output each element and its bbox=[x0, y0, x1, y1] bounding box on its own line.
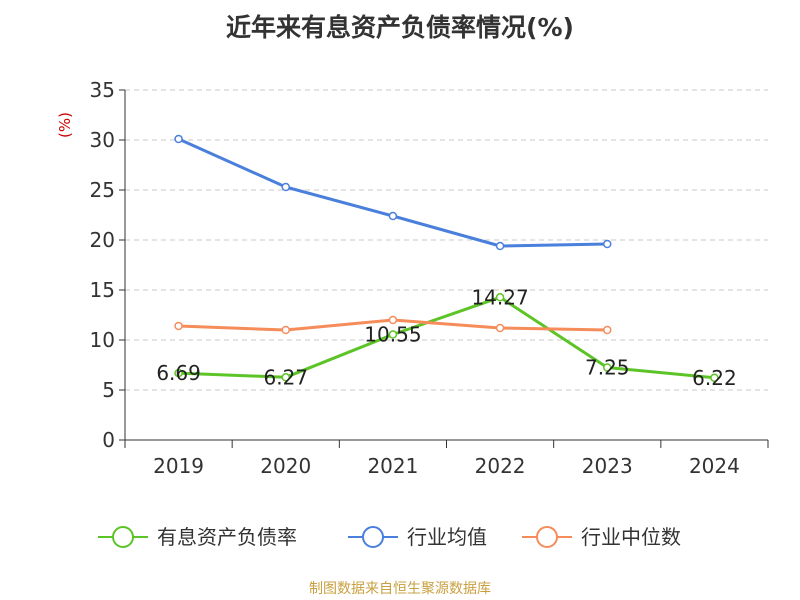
y-tick-label: 0 bbox=[102, 428, 115, 452]
data-point bbox=[281, 325, 290, 335]
data-point bbox=[710, 373, 719, 383]
y-tick-labels: 0 5 10 15 20 25 30 35 bbox=[90, 78, 115, 452]
data-point bbox=[388, 211, 398, 221]
data-point bbox=[174, 134, 183, 144]
axes bbox=[119, 89, 769, 448]
data-point bbox=[281, 182, 290, 192]
x-tick-labels: 2019 2020 2021 2022 2023 2024 bbox=[153, 454, 740, 478]
legend-item: 行业均值 bbox=[348, 525, 487, 549]
chart-title: 近年来有息资产负债率情况(%) bbox=[226, 13, 574, 42]
legend-item: 行业中位数 bbox=[522, 525, 681, 549]
data-point bbox=[603, 239, 612, 249]
y-unit-label: (%) bbox=[56, 112, 74, 138]
legend-label: 行业中位数 bbox=[581, 525, 681, 549]
x-tick-label: 2024 bbox=[689, 454, 740, 478]
grid-lines bbox=[125, 89, 768, 391]
x-tick-label: 2021 bbox=[367, 454, 418, 478]
data-point bbox=[603, 363, 612, 372]
data-point bbox=[495, 241, 505, 251]
legend-swatch-marker bbox=[112, 526, 134, 548]
data-point bbox=[603, 325, 612, 335]
y-tick-label: 25 bbox=[90, 178, 115, 202]
legend-item: 有息资产负债率 bbox=[98, 525, 297, 549]
data-label: 7.25 bbox=[585, 356, 630, 380]
data-point bbox=[281, 373, 290, 382]
series-lines bbox=[177, 137, 715, 380]
source-note: 制图数据来自恒生聚源数据库 bbox=[309, 581, 491, 597]
data-label: 10.55 bbox=[364, 323, 421, 347]
legend: 有息资产负债率 行业均值 行业中位数 bbox=[98, 525, 681, 549]
x-tick-label: 2020 bbox=[260, 454, 311, 478]
data-point bbox=[495, 293, 505, 302]
y-tick-label: 10 bbox=[90, 328, 115, 352]
series-points bbox=[174, 134, 719, 383]
y-tick-label: 5 bbox=[102, 378, 115, 402]
data-point bbox=[388, 315, 398, 325]
y-tick-label: 30 bbox=[90, 128, 115, 152]
x-tick-label: 2019 bbox=[153, 454, 204, 478]
legend-label: 有息资产负债率 bbox=[157, 525, 297, 549]
series-line-1 bbox=[177, 137, 608, 248]
data-point bbox=[495, 323, 505, 333]
data-label: 6.22 bbox=[692, 366, 737, 390]
data-label: 6.69 bbox=[156, 361, 201, 385]
y-tick-label: 20 bbox=[90, 228, 115, 252]
x-tick-label: 2023 bbox=[582, 454, 633, 478]
data-label: 6.27 bbox=[263, 365, 308, 389]
y-tick-label: 35 bbox=[90, 78, 115, 102]
data-point bbox=[174, 368, 183, 378]
data-point bbox=[388, 330, 398, 339]
data-labels: 6.69 6.27 10.55 14.27 7.25 6.22 bbox=[156, 285, 736, 390]
y-tick-label: 15 bbox=[90, 278, 115, 302]
data-label: 14.27 bbox=[471, 285, 528, 309]
legend-label: 行业均值 bbox=[407, 525, 487, 549]
x-tick-label: 2022 bbox=[475, 454, 526, 478]
data-point bbox=[174, 321, 183, 331]
legend-swatch-marker bbox=[536, 526, 558, 548]
legend-swatch-marker bbox=[362, 526, 384, 548]
series-line-0 bbox=[178, 295, 715, 380]
